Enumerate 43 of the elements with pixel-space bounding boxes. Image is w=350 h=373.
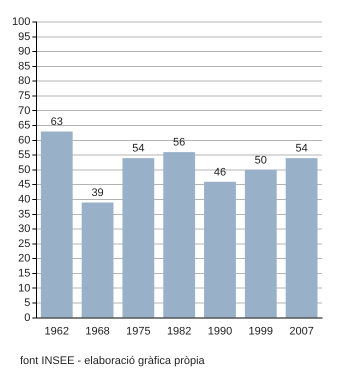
- x-tick-label: 1990: [208, 325, 232, 338]
- text: font INSEE - elaboració gràfica pròpia: [20, 355, 206, 367]
- y-tick-label: 40: [18, 194, 30, 206]
- y-tick-label: 30: [18, 223, 30, 236]
- bar: [40, 131, 73, 318]
- y-tick-label: 95: [18, 30, 30, 43]
- y-tick-label: 50: [18, 164, 30, 176]
- y-tick-label: 45: [18, 178, 30, 191]
- y-tick-label: 75: [18, 90, 30, 102]
- y-tick-label: 20: [18, 252, 30, 265]
- x-tick-label: 2007: [289, 325, 314, 338]
- y-tick-label: 80: [18, 75, 30, 88]
- y-tick-label: 60: [18, 134, 30, 146]
- y-tick-label: 100: [12, 16, 30, 28]
- bar: [204, 182, 236, 318]
- y-tick-label: 5: [24, 297, 30, 310]
- data-label: 63: [50, 116, 63, 128]
- bar: [122, 158, 154, 318]
- x-tick-label: 1962: [44, 325, 69, 338]
- bar: [286, 158, 318, 318]
- data-label: 54: [132, 142, 144, 155]
- x-tick-label: 1975: [126, 325, 151, 338]
- y-tick-label: 10: [18, 282, 30, 294]
- y-tick-label: 25: [18, 238, 30, 250]
- y-tick-label: 90: [18, 46, 30, 58]
- x-tick-label: 1968: [85, 325, 110, 338]
- bar: [82, 202, 114, 318]
- y-tick-label: 55: [18, 149, 30, 162]
- data-label: 50: [254, 154, 267, 166]
- data-label: 46: [214, 166, 226, 178]
- x-tick-label: 1999: [248, 325, 274, 338]
- bar: [163, 152, 196, 318]
- y-tick-label: 35: [18, 208, 30, 220]
- y-tick-label: 65: [18, 120, 30, 132]
- bar: [244, 170, 277, 318]
- y-tick-label: 15: [18, 267, 30, 280]
- data-label: 56: [173, 136, 186, 149]
- data-label: 39: [91, 186, 104, 199]
- y-tick-label: 85: [18, 60, 30, 72]
- y-tick-label: 70: [18, 104, 30, 117]
- y-tick-label: 0: [24, 312, 30, 324]
- data-label: 54: [295, 142, 308, 155]
- x-tick-label: 1982: [166, 325, 192, 338]
